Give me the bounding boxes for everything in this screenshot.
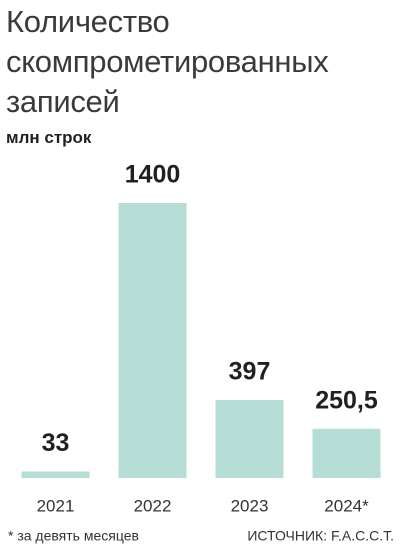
x-tick-label: 2021 <box>37 496 75 515</box>
value-label: 1400 <box>125 161 181 189</box>
source: ИСТОЧНИК: F.A.C.C.T. <box>247 528 394 544</box>
value-label: 33 <box>42 429 70 457</box>
x-tick-label: 2022 <box>134 496 172 515</box>
x-tick-label: 2024* <box>324 496 369 515</box>
footnote: * за девять месяцев <box>8 528 139 544</box>
value-label: 250,5 <box>315 386 378 414</box>
bar <box>118 203 187 478</box>
chart-title: Количество скомпрометированных записей <box>6 4 329 119</box>
bar <box>21 471 90 478</box>
bar <box>215 400 284 478</box>
x-tick-label: 2023 <box>231 496 269 515</box>
value-label: 397 <box>229 358 271 386</box>
chart-subtitle: млн строк <box>6 128 92 147</box>
bar <box>312 428 381 478</box>
